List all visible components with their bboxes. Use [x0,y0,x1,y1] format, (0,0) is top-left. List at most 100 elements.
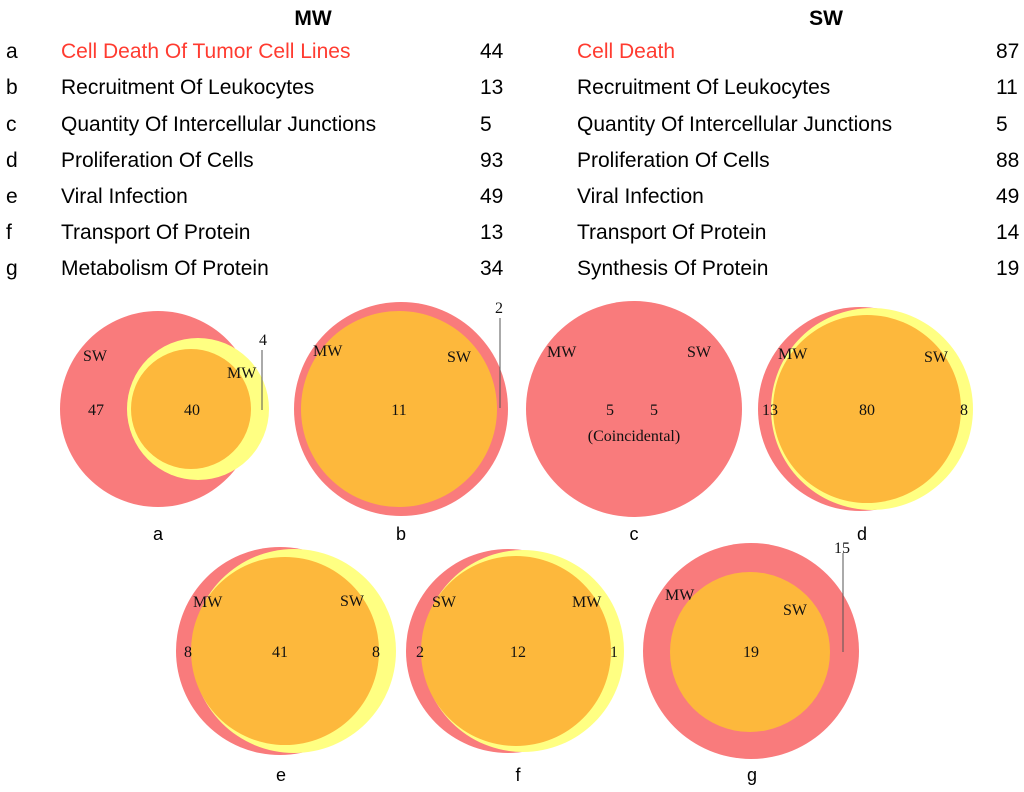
value-sw-only: 2 [495,300,503,317]
sw-label: Cell Death [577,40,675,63]
value-right: 1 [610,644,618,661]
value-overlap: 11 [391,402,406,419]
coincidental-note: (Coincidental) [588,428,680,445]
row-key: d [6,149,18,172]
value-overlap: 80 [859,402,875,419]
row-key: b [6,76,18,99]
venn-c: MW SW 5 5 (Coincidental) c [526,301,742,544]
sw-count: 11 [996,76,1018,99]
value-mw-only: 4 [259,332,267,349]
overlap-region [131,349,251,469]
mw-label: Cell Death Of Tumor Cell Lines [61,40,350,63]
sw-label: Recruitment Of Leukocytes [577,76,830,99]
value-mw-only: 15 [834,540,850,557]
mw-label: Viral Infection [61,185,188,208]
mw-count: 34 [480,257,504,280]
value-overlap: 12 [510,644,526,661]
set-label-sw: SW [340,593,365,610]
table-row-e: e Viral Infection 49 Viral Infection 49 [6,185,1019,208]
set-label-mw: MW [547,344,577,361]
table-row-b: b Recruitment Of Leukocytes 13 Recruitme… [6,76,1018,99]
row-key: a [6,40,18,63]
venn-f: SW MW 2 12 1 f [406,549,624,785]
sw-label: Quantity Of Intercellular Junctions [577,113,892,136]
table-row-d: d Proliferation Of Cells 93 Proliferatio… [6,149,1019,172]
row-key: f [6,221,12,244]
venn-e: MW SW 8 41 8 e [176,547,396,785]
venn-caption: c [630,524,639,544]
mw-label: Transport Of Protein [61,221,250,244]
sw-label: Transport Of Protein [577,221,766,244]
row-key: c [6,113,17,136]
header-sw: SW [809,7,843,30]
set-label-sw: SW [924,349,949,366]
mw-count: 49 [480,185,503,208]
set-label-mw: MW [665,587,695,604]
header-mw: MW [294,7,331,30]
sw-count: 88 [996,149,1019,172]
value-right: 8 [960,402,968,419]
set-label-mw: MW [227,365,257,382]
value-right: 8 [372,644,380,661]
table-row-f: f Transport Of Protein 13 Transport Of P… [6,221,1020,244]
venn-b: MW SW 11 2 b [294,300,508,544]
venn-caption: e [276,765,286,785]
set-label-sw: SW [432,594,457,611]
mw-count: 93 [480,149,503,172]
set-label-sw: SW [447,349,472,366]
value-overlap: 41 [272,644,288,661]
value-left: 13 [762,402,778,419]
sw-label: Proliferation Of Cells [577,149,770,172]
value-sw: 5 [650,402,658,419]
mw-count: 5 [480,113,492,136]
mw-count: 13 [480,76,503,99]
table-row-a: a Cell Death Of Tumor Cell Lines 44 Cell… [6,40,1019,63]
sw-count: 14 [996,221,1020,244]
overlap-region [773,315,961,503]
sw-circle [670,572,830,732]
venn-caption: f [515,765,521,785]
sw-label: Synthesis Of Protein [577,257,768,280]
overlap-region [191,557,379,745]
mw-label: Recruitment Of Leukocytes [61,76,314,99]
value-overlap: 40 [184,402,200,419]
overlap-region [421,556,611,746]
venn-g: MW SW 19 15 g [643,540,859,785]
mw-label: Quantity Of Intercellular Junctions [61,113,376,136]
mw-label: Proliferation Of Cells [61,149,254,172]
set-label-mw: MW [572,594,602,611]
table-row-g: g Metabolism Of Protein 34 Synthesis Of … [6,257,1019,280]
value-left: 8 [184,644,192,661]
venn-caption: g [747,765,757,785]
overlap-region [301,311,497,507]
table: a Cell Death Of Tumor Cell Lines 44 Cell… [6,40,1020,280]
venn-caption: b [396,524,406,544]
value-overlap: 19 [743,644,759,661]
venn-d: MW SW 13 80 8 d [758,307,973,544]
set-label-sw: SW [83,348,108,365]
set-label-sw: SW [687,344,712,361]
value-sw-only: 47 [88,402,104,419]
mw-count: 13 [480,221,503,244]
set-label-mw: MW [778,346,808,363]
row-key: e [6,185,18,208]
venn-a: SW MW 47 40 4 a [60,311,269,544]
sw-count: 49 [996,185,1019,208]
set-label-mw: MW [193,594,223,611]
venn-caption: d [857,524,867,544]
venn-caption: a [153,524,164,544]
sw-count: 87 [996,40,1019,63]
sw-count: 19 [996,257,1019,280]
set-label-mw: MW [313,343,343,360]
sw-label: Viral Infection [577,185,704,208]
table-row-c: c Quantity Of Intercellular Junctions 5 … [6,113,1008,136]
sw-count: 5 [996,113,1008,136]
mw-label: Metabolism Of Protein [61,257,269,280]
value-left: 2 [416,644,424,661]
sw-circle [526,301,742,517]
set-label-sw: SW [783,602,808,619]
row-key: g [6,257,18,280]
mw-count: 44 [480,40,504,63]
value-mw: 5 [606,402,614,419]
